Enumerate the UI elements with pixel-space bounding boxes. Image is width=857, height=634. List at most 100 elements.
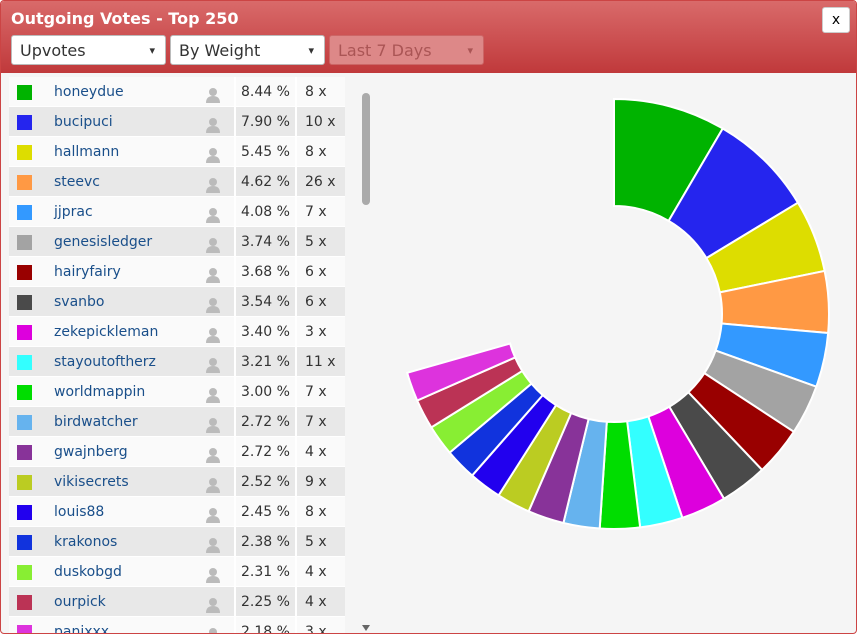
voter-name[interactable]: svanbo (54, 294, 105, 310)
separator (295, 497, 297, 527)
voter-row: honeydue 8.44 % 8 x (9, 77, 345, 107)
vote-type-select[interactable]: Upvotes (11, 35, 166, 66)
separator (234, 377, 236, 407)
user-icon (205, 414, 221, 444)
user-icon (205, 504, 221, 534)
close-button[interactable]: x (822, 7, 850, 33)
separator (234, 557, 236, 587)
color-swatch (17, 115, 32, 130)
user-icon (205, 174, 221, 204)
voter-name[interactable]: panixxx (54, 624, 110, 634)
vote-count: 8 x (305, 504, 327, 520)
voter-name[interactable]: birdwatcher (54, 414, 138, 430)
voter-name[interactable]: zekepickleman (54, 324, 159, 340)
separator (295, 467, 297, 497)
user-icon (205, 594, 221, 624)
user-icon (205, 114, 221, 144)
vote-percent: 3.74 % (241, 234, 290, 250)
voter-row: genesisledger 3.74 % 5 x (9, 227, 345, 257)
user-icon (205, 264, 221, 294)
user-icon (205, 534, 221, 564)
vote-percent: 2.72 % (241, 414, 290, 430)
separator (234, 137, 236, 167)
color-swatch (17, 85, 32, 100)
scrollbar[interactable] (359, 79, 373, 633)
color-swatch (17, 205, 32, 220)
separator (295, 137, 297, 167)
voter-row: vikisecrets 2.52 % 9 x (9, 467, 345, 497)
vote-count: 7 x (305, 204, 327, 220)
vote-percent: 3.54 % (241, 294, 290, 310)
voter-name[interactable]: duskobgd (54, 564, 122, 580)
vote-count: 5 x (305, 534, 327, 550)
sort-select[interactable]: By Weight (170, 35, 325, 66)
color-swatch (17, 445, 32, 460)
vote-count: 6 x (305, 294, 327, 310)
separator (234, 407, 236, 437)
user-icon (205, 84, 221, 114)
separator (295, 587, 297, 617)
voter-name[interactable]: ourpick (54, 594, 106, 610)
vote-percent: 2.18 % (241, 624, 290, 634)
voter-name[interactable]: hallmann (54, 144, 120, 160)
vote-percent: 2.31 % (241, 564, 290, 580)
voter-name[interactable]: bucipuci (54, 114, 113, 130)
voter-row: svanbo 3.54 % 6 x (9, 287, 345, 317)
separator (295, 227, 297, 257)
separator (234, 617, 236, 633)
voter-row: steevc 4.62 % 26 x (9, 167, 345, 197)
voter-row: duskobgd 2.31 % 4 x (9, 557, 345, 587)
voter-name[interactable]: krakonos (54, 534, 118, 550)
voter-name[interactable]: gwajnberg (54, 444, 128, 460)
period-select: Last 7 Days (329, 35, 484, 66)
header: Outgoing Votes - Top 250 Upvotes By Weig… (1, 1, 856, 73)
vote-count: 4 x (305, 594, 327, 610)
separator (234, 77, 236, 107)
separator (234, 107, 236, 137)
separator (295, 107, 297, 137)
voter-name[interactable]: honeydue (54, 84, 124, 100)
color-swatch (17, 265, 32, 280)
user-icon (205, 204, 221, 234)
vote-count: 8 x (305, 144, 327, 160)
separator (234, 257, 236, 287)
vote-percent: 4.62 % (241, 174, 290, 190)
color-swatch (17, 295, 32, 310)
separator (234, 437, 236, 467)
user-icon (205, 384, 221, 414)
voter-name[interactable]: stayoutoftherz (54, 354, 156, 370)
vote-percent: 3.21 % (241, 354, 290, 370)
color-swatch (17, 535, 32, 550)
vote-count: 3 x (305, 624, 327, 634)
separator (295, 527, 297, 557)
color-swatch (17, 175, 32, 190)
voter-name[interactable]: hairyfairy (54, 264, 121, 280)
voter-name[interactable]: jjprac (54, 204, 93, 220)
separator (234, 167, 236, 197)
separator (234, 317, 236, 347)
user-icon (205, 564, 221, 594)
voter-row: bucipuci 7.90 % 10 x (9, 107, 345, 137)
color-swatch (17, 625, 32, 633)
voter-name[interactable]: louis88 (54, 504, 105, 520)
donut-chart (405, 97, 830, 530)
separator (295, 257, 297, 287)
voter-name[interactable]: vikisecrets (54, 474, 129, 490)
separator (295, 77, 297, 107)
separator (234, 497, 236, 527)
voter-row: jjprac 4.08 % 7 x (9, 197, 345, 227)
separator (295, 377, 297, 407)
vote-percent: 3.00 % (241, 384, 290, 400)
separator (234, 197, 236, 227)
vote-percent: 3.40 % (241, 324, 290, 340)
voter-name[interactable]: worldmappin (54, 384, 146, 400)
user-icon (205, 444, 221, 474)
vote-count: 4 x (305, 564, 327, 580)
voter-name[interactable]: genesisledger (54, 234, 153, 250)
title: Outgoing Votes - Top 250 (11, 9, 239, 28)
voter-row: louis88 2.45 % 8 x (9, 497, 345, 527)
separator (295, 167, 297, 197)
vote-percent: 2.25 % (241, 594, 290, 610)
separator (234, 287, 236, 317)
voter-name[interactable]: steevc (54, 174, 100, 190)
